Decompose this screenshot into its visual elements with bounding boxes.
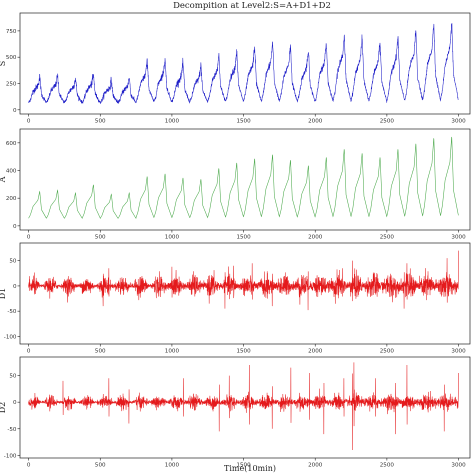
x-tick-label-2-1: 500 xyxy=(95,349,106,355)
y-tick-label-3-1: -50 xyxy=(7,427,17,433)
x-tick-label-1-6: 3000 xyxy=(451,235,466,241)
x-tick-label-2-2: 1000 xyxy=(165,349,180,355)
y-tick-label-0-3: 750 xyxy=(6,29,17,35)
x-tick-label-0-2: 1000 xyxy=(165,119,180,125)
x-tick-label-3-2: 1000 xyxy=(165,463,180,469)
panel-0: 0 500 1000 1500 2000 2500 3000 0 250 500 750 S xyxy=(0,12,471,125)
y-tick-label-2-3: 50 xyxy=(9,259,17,265)
x-tick-label-0-1: 500 xyxy=(95,119,106,125)
series-line-0 xyxy=(28,23,459,105)
panel-3: 0 500 1000 1500 2000 2500 3000 -100 -50 0 50 D2 xyxy=(0,356,471,469)
series-line-2 xyxy=(28,250,459,311)
x-tick-label-2-5: 2500 xyxy=(380,349,395,355)
axes-frame-2 xyxy=(19,242,471,345)
x-tick-label-1-1: 500 xyxy=(95,235,106,241)
y-tick-label-1-3: 600 xyxy=(6,141,17,147)
axes-frame-1 xyxy=(19,128,471,231)
y-tick-label-1-0: 0 xyxy=(13,224,17,230)
x-tick-label-2-3: 1500 xyxy=(236,349,251,355)
y-axis-label-3: D2 xyxy=(0,402,7,414)
y-tick-label-3-0: -100 xyxy=(4,453,17,459)
x-tick-label-2-4: 2000 xyxy=(308,349,323,355)
x-tick-label-3-4: 2000 xyxy=(308,463,323,469)
y-tick-label-0-2: 500 xyxy=(6,55,17,61)
x-tick-label-1-5: 2500 xyxy=(380,235,395,241)
y-tick-label-0-1: 250 xyxy=(6,81,17,87)
y-tick-label-2-2: 0 xyxy=(13,284,17,290)
y-tick-label-2-1: -50 xyxy=(7,309,17,315)
x-tick-label-0-5: 2500 xyxy=(380,119,395,125)
x-tick-label-1-0: 0 xyxy=(27,235,31,241)
x-tick-label-0-4: 2000 xyxy=(308,119,323,125)
y-tick-label-0-0: 0 xyxy=(13,108,17,114)
x-tick-label-2-6: 3000 xyxy=(451,349,466,355)
x-tick-label-3-1: 500 xyxy=(95,463,106,469)
x-tick-label-0-6: 3000 xyxy=(451,119,466,125)
y-tick-label-3-3: 50 xyxy=(9,374,17,380)
y-axis-label-0: S xyxy=(0,61,7,66)
x-tick-label-2-0: 0 xyxy=(27,349,31,355)
x-tick-label-3-6: 3000 xyxy=(451,463,466,469)
axes-frame-3 xyxy=(19,356,471,459)
x-tick-label-3-0: 0 xyxy=(27,463,31,469)
panels: 0500100015002000250030000250500750S05001… xyxy=(0,12,471,469)
y-axis-label-2: D1 xyxy=(0,288,7,300)
figure-title: Decompition at Level2:S=A+D1+D2 xyxy=(173,1,331,11)
panel-1: 0 500 1000 1500 2000 2500 3000 0 200 400 600 A xyxy=(0,128,471,241)
series-line-3 xyxy=(28,362,459,451)
y-tick-label-2-0: -100 xyxy=(4,334,17,340)
x-tick-label-1-4: 2000 xyxy=(308,235,323,241)
x-tick-label-1-2: 1000 xyxy=(165,235,180,241)
x-tick-label-0-0: 0 xyxy=(27,119,31,125)
y-axis-label-1: A xyxy=(0,176,7,183)
x-tick-label-0-3: 1500 xyxy=(236,119,251,125)
y-tick-label-3-2: 0 xyxy=(13,400,17,406)
y-tick-label-1-2: 400 xyxy=(6,169,17,175)
x-tick-label-3-3: 1500 xyxy=(236,463,251,469)
panel-2: 0 500 1000 1500 2000 2500 3000 -100 -50 0 50 D1 xyxy=(0,242,471,355)
axes-frame-0 xyxy=(19,12,471,115)
series-line-1 xyxy=(28,136,459,220)
x-tick-label-3-5: 2500 xyxy=(380,463,395,469)
x-axis-label: Time(10min) xyxy=(224,464,276,473)
y-tick-label-1-1: 200 xyxy=(6,196,17,202)
x-tick-label-1-3: 1500 xyxy=(236,235,251,241)
